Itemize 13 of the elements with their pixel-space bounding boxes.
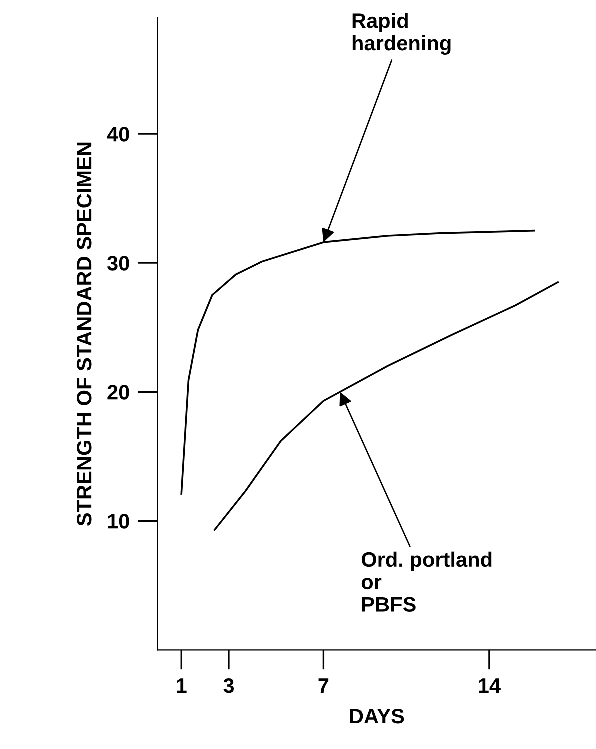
y-tick-label: 20 [108, 385, 130, 400]
line-series [180, 230, 536, 495]
y-tick-label: 40 [107, 127, 130, 142]
x-tick-label: 14 [479, 678, 501, 694]
y-tick-label: 10 [108, 514, 130, 529]
x-tick-label: 3 [224, 678, 234, 694]
y-axis-title: STRENGTH OF STANDARD SPECIMEN [77, 142, 92, 526]
x-axis-title: DAYS [350, 708, 404, 724]
x-tick-label: 7 [318, 678, 329, 694]
annotation: Rapid hardening [352, 13, 451, 55]
annotation: Ord. portland or PBFS [362, 552, 492, 612]
y-tick-label: 30 [107, 256, 130, 271]
x-tick-label: 1 [177, 678, 187, 694]
